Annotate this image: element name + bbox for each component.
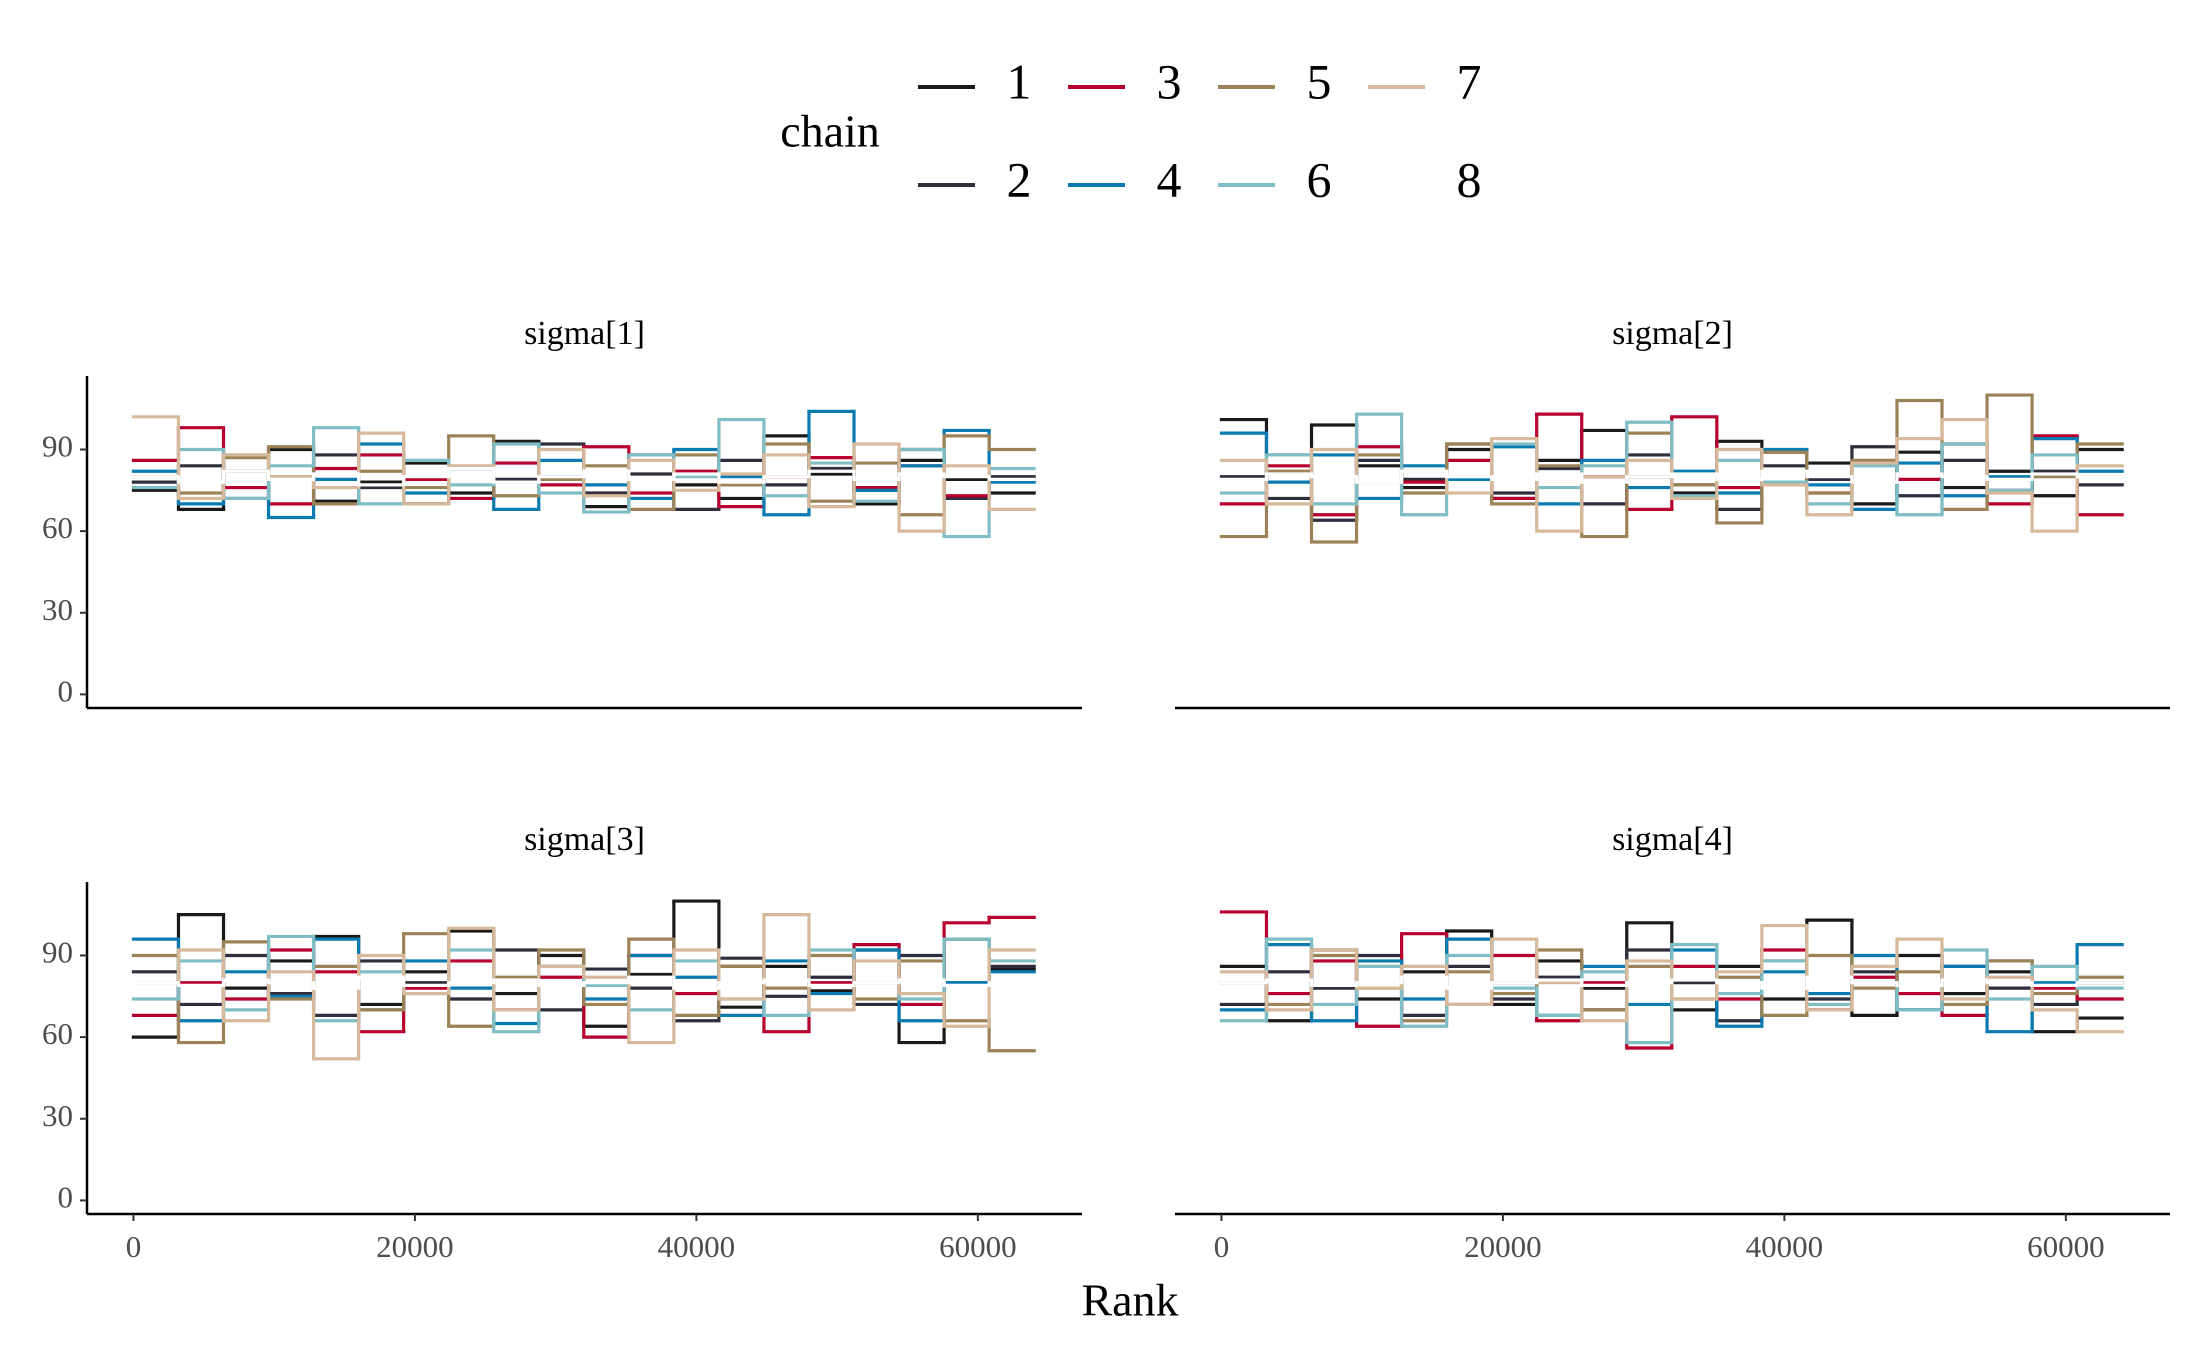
legend-label: 8 (1457, 151, 1482, 207)
legend-label: 4 (1157, 151, 1182, 207)
y-tick-label: 30 (42, 1098, 73, 1133)
x-tick-label: 40000 (658, 1229, 736, 1264)
facet-title: sigma[3] (524, 821, 645, 858)
x-tick-label: 0 (1214, 1229, 1230, 1264)
y-tick-label: 0 (58, 1180, 74, 1215)
facet-title: sigma[1] (524, 315, 645, 352)
legend-label: 1 (1007, 53, 1032, 109)
x-tick-label: 0 (126, 1229, 142, 1264)
y-tick-label: 60 (42, 510, 73, 545)
series (1219, 417, 2124, 533)
y-tick-label: 30 (42, 592, 73, 627)
x-axis-label: Rank (1081, 1275, 1178, 1326)
legend-label: 7 (1457, 53, 1482, 109)
series (131, 466, 1036, 487)
legend-label: 6 (1307, 151, 1332, 207)
legend-title: chain (780, 106, 880, 157)
y-tick-label: 90 (42, 935, 73, 970)
series (1219, 975, 2124, 990)
x-tick-label: 40000 (1746, 1229, 1824, 1264)
y-tick-label: 60 (42, 1016, 73, 1051)
x-tick-label: 20000 (376, 1229, 454, 1264)
y-tick-label: 0 (58, 674, 74, 709)
series (131, 975, 1036, 990)
legend-label: 5 (1307, 53, 1332, 109)
y-tick-label: 90 (42, 429, 73, 464)
legend-label: 3 (1157, 53, 1182, 109)
x-tick-label: 20000 (1464, 1229, 1542, 1264)
facet-title: sigma[4] (1612, 821, 1733, 858)
x-tick-label: 60000 (2027, 1229, 2105, 1264)
facet-title: sigma[2] (1612, 315, 1733, 352)
x-tick-label: 60000 (939, 1229, 1017, 1264)
series (1219, 469, 2124, 484)
legend-label: 2 (1007, 151, 1032, 207)
